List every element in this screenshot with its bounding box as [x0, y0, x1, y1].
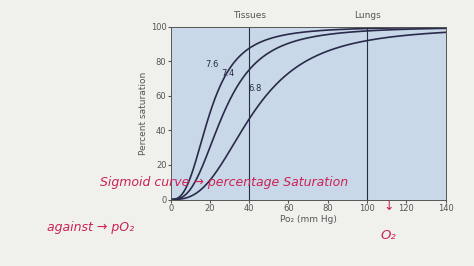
Text: 7.6: 7.6: [205, 60, 219, 69]
X-axis label: Po₂ (mm Hg): Po₂ (mm Hg): [280, 215, 337, 225]
Text: Sigmoid curve → percentage Saturation: Sigmoid curve → percentage Saturation: [100, 176, 347, 189]
Text: against → pO₂: against → pO₂: [47, 221, 135, 234]
Text: O₂: O₂: [381, 229, 397, 242]
Text: Tissues: Tissues: [233, 11, 266, 20]
Y-axis label: Percent saturation: Percent saturation: [139, 72, 148, 155]
Text: 6.8: 6.8: [248, 84, 262, 93]
Text: 7.4: 7.4: [221, 69, 234, 78]
Text: Lungs: Lungs: [354, 11, 381, 20]
Text: ↓: ↓: [383, 200, 394, 213]
